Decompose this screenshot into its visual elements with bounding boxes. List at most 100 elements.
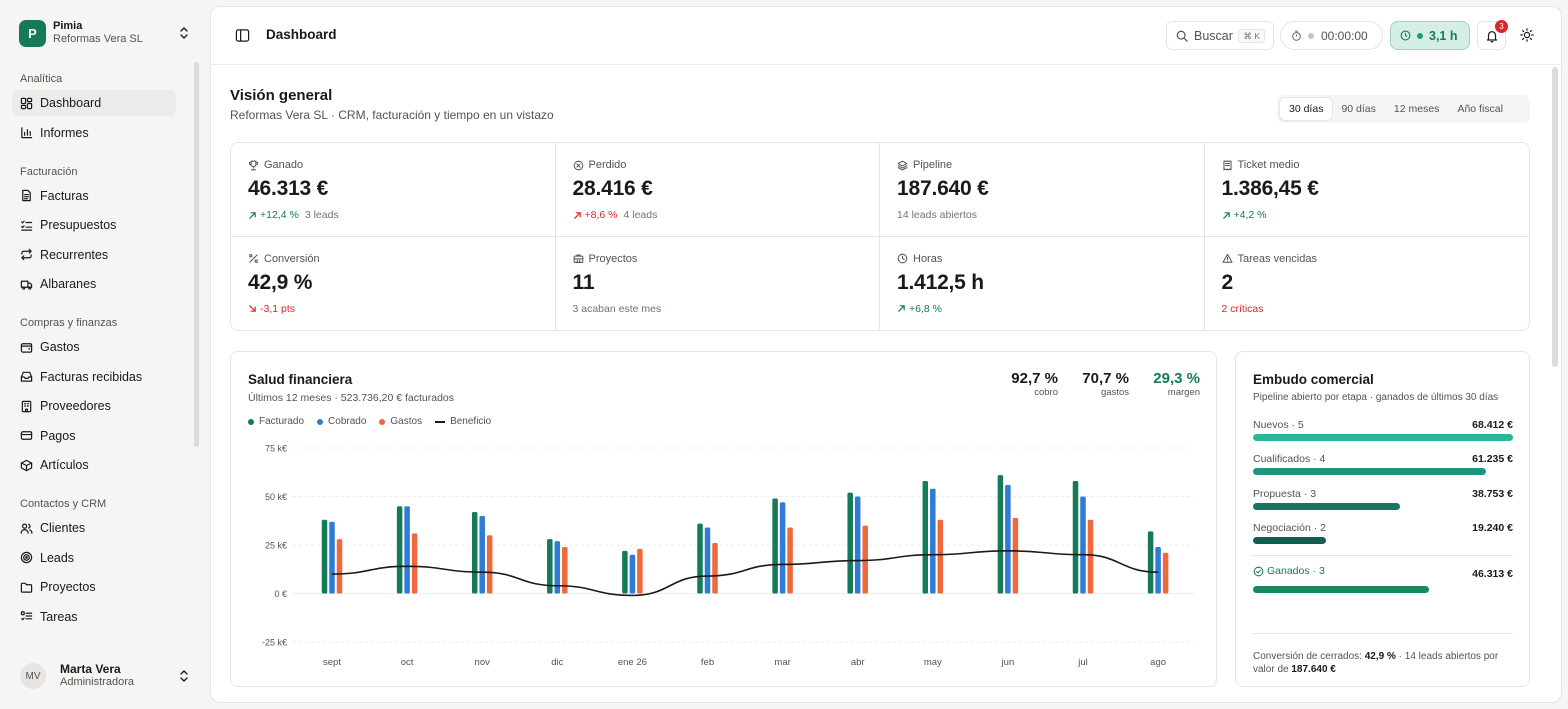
sidebar: P Pimia Reformas Vera SL Analítica Dashbo… xyxy=(0,0,210,709)
range-option-1[interactable]: 90 días xyxy=(1341,103,1376,115)
sun-icon[interactable] xyxy=(1520,28,1534,42)
kpi-proyectos[interactable]: Proyectos 11 3 acaban este mes xyxy=(556,236,880,330)
kpi-label-text: Horas xyxy=(913,252,943,265)
range-option-2[interactable]: 12 meses xyxy=(1393,103,1440,115)
finance-stat-0: 92,7 % cobro xyxy=(1011,370,1058,398)
y-tick-label: 75 k€ xyxy=(265,444,287,454)
funnel-stage-1[interactable]: Cualificados · 4 61.235 € xyxy=(1253,453,1513,483)
time-tracker-button[interactable]: 00:00:00 xyxy=(1280,21,1383,50)
funnel-stage-won[interactable]: Ganados · 3 46.313 € xyxy=(1253,565,1513,595)
sidebar-item-proveedores[interactable]: Proveedores xyxy=(12,393,176,419)
sidebar-item-pagos[interactable]: Pagos xyxy=(12,423,176,449)
sidebar-item-label: Tareas xyxy=(40,609,78,624)
sidebar-item-albaranes[interactable]: Albaranes xyxy=(12,271,176,297)
kpi-pipeline[interactable]: Pipeline 187.640 € 14 leads abiertos xyxy=(880,143,1205,237)
x-circle-icon xyxy=(573,160,583,170)
x-tick-label: jul xyxy=(1077,657,1088,668)
kpi-change: +8,6 % xyxy=(573,209,617,221)
kpi-label: Perdido xyxy=(573,159,880,171)
alert-triangle-icon xyxy=(1222,253,1232,263)
kpi-label-text: Pipeline xyxy=(913,159,953,171)
x-tick-label: sept xyxy=(323,657,341,668)
funnel-stage-0[interactable]: Nuevos · 5 68.412 € xyxy=(1253,419,1513,449)
kpi-ticket-medio[interactable]: Ticket medio 1.386,45 € +4,2 % xyxy=(1204,143,1529,237)
bar-gastos xyxy=(411,533,418,594)
date-range-selector: 30 días 90 días 12 meses Año fiscal xyxy=(1277,95,1530,123)
wallet-icon xyxy=(20,342,33,353)
kpi-note: 2 críticas xyxy=(1221,302,1264,315)
sidebar-item-tareas[interactable]: Tareas xyxy=(12,604,176,630)
notification-badge: 3 xyxy=(1495,20,1508,33)
truck-icon xyxy=(20,280,33,290)
range-option-0[interactable]: 30 días xyxy=(1280,98,1333,120)
org-switcher[interactable]: P Pimia Reformas Vera SL xyxy=(12,16,196,50)
stage-bar xyxy=(1253,434,1513,441)
bar-facturado xyxy=(471,512,478,594)
bar-gastos xyxy=(712,543,718,594)
funnel-footer: Conversión de cerrados: 42,9 % · 14 lead… xyxy=(1253,650,1518,676)
sidebar-item-label: Albaranes xyxy=(40,277,97,291)
bar-facturado xyxy=(847,492,853,594)
notifications-button[interactable]: 3 xyxy=(1477,20,1508,50)
sidebar-scrollbar[interactable] xyxy=(194,62,199,447)
sidebar-item-recurrentes[interactable]: Recurrentes xyxy=(12,242,176,268)
sidebar-item-presupuestos[interactable]: Presupuestos xyxy=(12,212,176,238)
main-scrollbar[interactable] xyxy=(1552,67,1558,367)
legend-item: Beneficio xyxy=(435,416,491,427)
sidebar-item-label: Leads xyxy=(40,550,75,565)
clock-icon xyxy=(1400,30,1411,41)
kpi-tareas-vencidas[interactable]: Tareas vencidas 2 2 críticas xyxy=(1205,237,1530,331)
kpi-note: 14 leads abiertos xyxy=(897,209,977,221)
today-hours-button[interactable]: 3,1 h xyxy=(1390,21,1470,50)
kpi-footer: 14 leads abiertos xyxy=(897,209,1204,221)
bar-facturado xyxy=(997,475,1004,594)
x-tick-label: nov xyxy=(475,657,491,668)
legend-line xyxy=(435,420,446,423)
user-name: Marta Vera xyxy=(60,662,121,676)
x-tick-label: feb xyxy=(701,657,714,668)
sidebar-item-leads[interactable]: Leads xyxy=(12,545,176,571)
finance-stat-1: 70,7 % gastos xyxy=(1082,370,1129,398)
bar-gastos xyxy=(562,546,568,594)
sidebar-item-dashboard[interactable]: Dashboard xyxy=(12,90,176,116)
funnel-title: Embudo comercial xyxy=(1253,372,1374,387)
x-tick-label: ago xyxy=(1150,657,1166,668)
arrow-down-right-icon xyxy=(249,305,256,312)
kpi-footer: +6,8 % xyxy=(897,303,1204,315)
kpi-ganado[interactable]: Ganado 46.313 € +12,4 % 3 leads xyxy=(231,143,556,237)
kpi-horas[interactable]: Horas 1.412,5 h +6,8 % xyxy=(880,236,1205,330)
arrow-up-right-icon xyxy=(898,305,905,312)
kpi-grid: Ganado 46.313 € +12,4 % 3 leads Perdido 28.41… xyxy=(230,142,1530,331)
sidebar-item-gastos[interactable]: Gastos xyxy=(12,334,176,360)
kpi-note: 3 leads xyxy=(304,209,339,221)
topbar: Dashboard Buscar ⌘ K 00:00:00 3,1 h 3 xyxy=(211,7,1561,65)
page-header-title: Dashboard xyxy=(266,27,337,42)
sidebar-item-facturas-recibidas[interactable]: Facturas recibidas xyxy=(12,364,176,390)
stage-bar xyxy=(1253,502,1400,510)
sidebar-item-proyectos[interactable]: Proyectos xyxy=(12,574,176,600)
funnel-stage-3[interactable]: Negociación · 2 19.240 € xyxy=(1253,522,1513,552)
finance-stat-value: 92,7 % xyxy=(1011,370,1058,387)
sidebar-item-facturas[interactable]: Facturas xyxy=(12,183,176,209)
kpi-perdido[interactable]: Perdido 28.416 € +8,6 % 4 leads xyxy=(555,143,880,237)
user-menu[interactable]: MV Marta Vera Administradora xyxy=(12,658,196,694)
sidebar-item-articulos[interactable]: Artículos xyxy=(12,452,176,478)
x-tick-label: ene 26 xyxy=(618,657,647,668)
sidebar-item-clientes[interactable]: Clientes xyxy=(12,515,176,541)
kpi-label-text: Ganado xyxy=(264,159,304,171)
stage-value: 19.240 € xyxy=(1472,521,1513,534)
legend-item: Facturado xyxy=(248,416,304,427)
layers-icon xyxy=(897,160,908,170)
funnel-stage-2[interactable]: Propuesta · 3 38.753 € xyxy=(1253,488,1513,518)
search-button[interactable]: Buscar ⌘ K xyxy=(1166,21,1274,50)
sidebar-toggle-icon[interactable] xyxy=(235,28,250,43)
kpi-label-text: Perdido xyxy=(588,159,627,171)
kpi-label-text: Ticket medio xyxy=(1237,159,1300,171)
bar-cobrado xyxy=(629,554,636,594)
kpi-conversion[interactable]: Conversión 42,9 % -3,1 pts xyxy=(231,236,556,330)
stage-value: 38.753 € xyxy=(1472,487,1513,500)
sidebar-item-informes[interactable]: Informes xyxy=(12,120,176,146)
range-option-3[interactable]: Año fiscal xyxy=(1457,103,1503,115)
org-company: Reformas Vera SL xyxy=(53,33,143,45)
kpi-label: Tareas vencidas xyxy=(1222,253,1530,265)
